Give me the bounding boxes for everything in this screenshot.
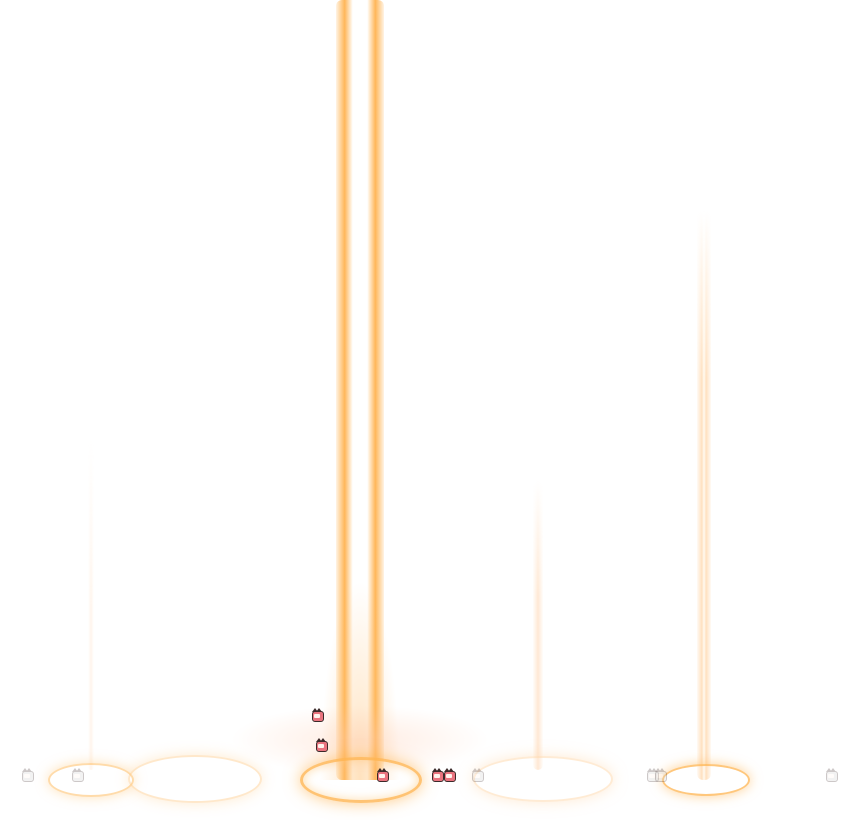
main-light-pillar <box>336 0 384 780</box>
character-sprite[interactable] <box>375 768 389 782</box>
middle-faint-pillar <box>533 480 543 770</box>
right-ring <box>473 756 613 802</box>
faint-character-sprite[interactable] <box>653 768 667 782</box>
far-right-ring <box>662 764 750 796</box>
right-light-pillar <box>697 210 711 780</box>
main-pillar-glow <box>320 580 400 780</box>
left-ring-2 <box>128 755 262 803</box>
faint-character-sprite[interactable] <box>824 768 838 782</box>
center-ring <box>300 757 422 803</box>
character-sprite[interactable] <box>430 768 444 782</box>
faint-character-sprite[interactable] <box>20 768 34 782</box>
character-sprite[interactable] <box>314 738 328 752</box>
character-sprite[interactable] <box>442 768 456 782</box>
character-sprite[interactable] <box>310 708 324 722</box>
left-faint-pillar <box>88 440 94 770</box>
faint-character-sprite[interactable] <box>70 768 84 782</box>
faint-character-sprite[interactable] <box>645 768 659 782</box>
faint-character-sprite[interactable] <box>470 768 484 782</box>
left-ring <box>48 763 134 797</box>
